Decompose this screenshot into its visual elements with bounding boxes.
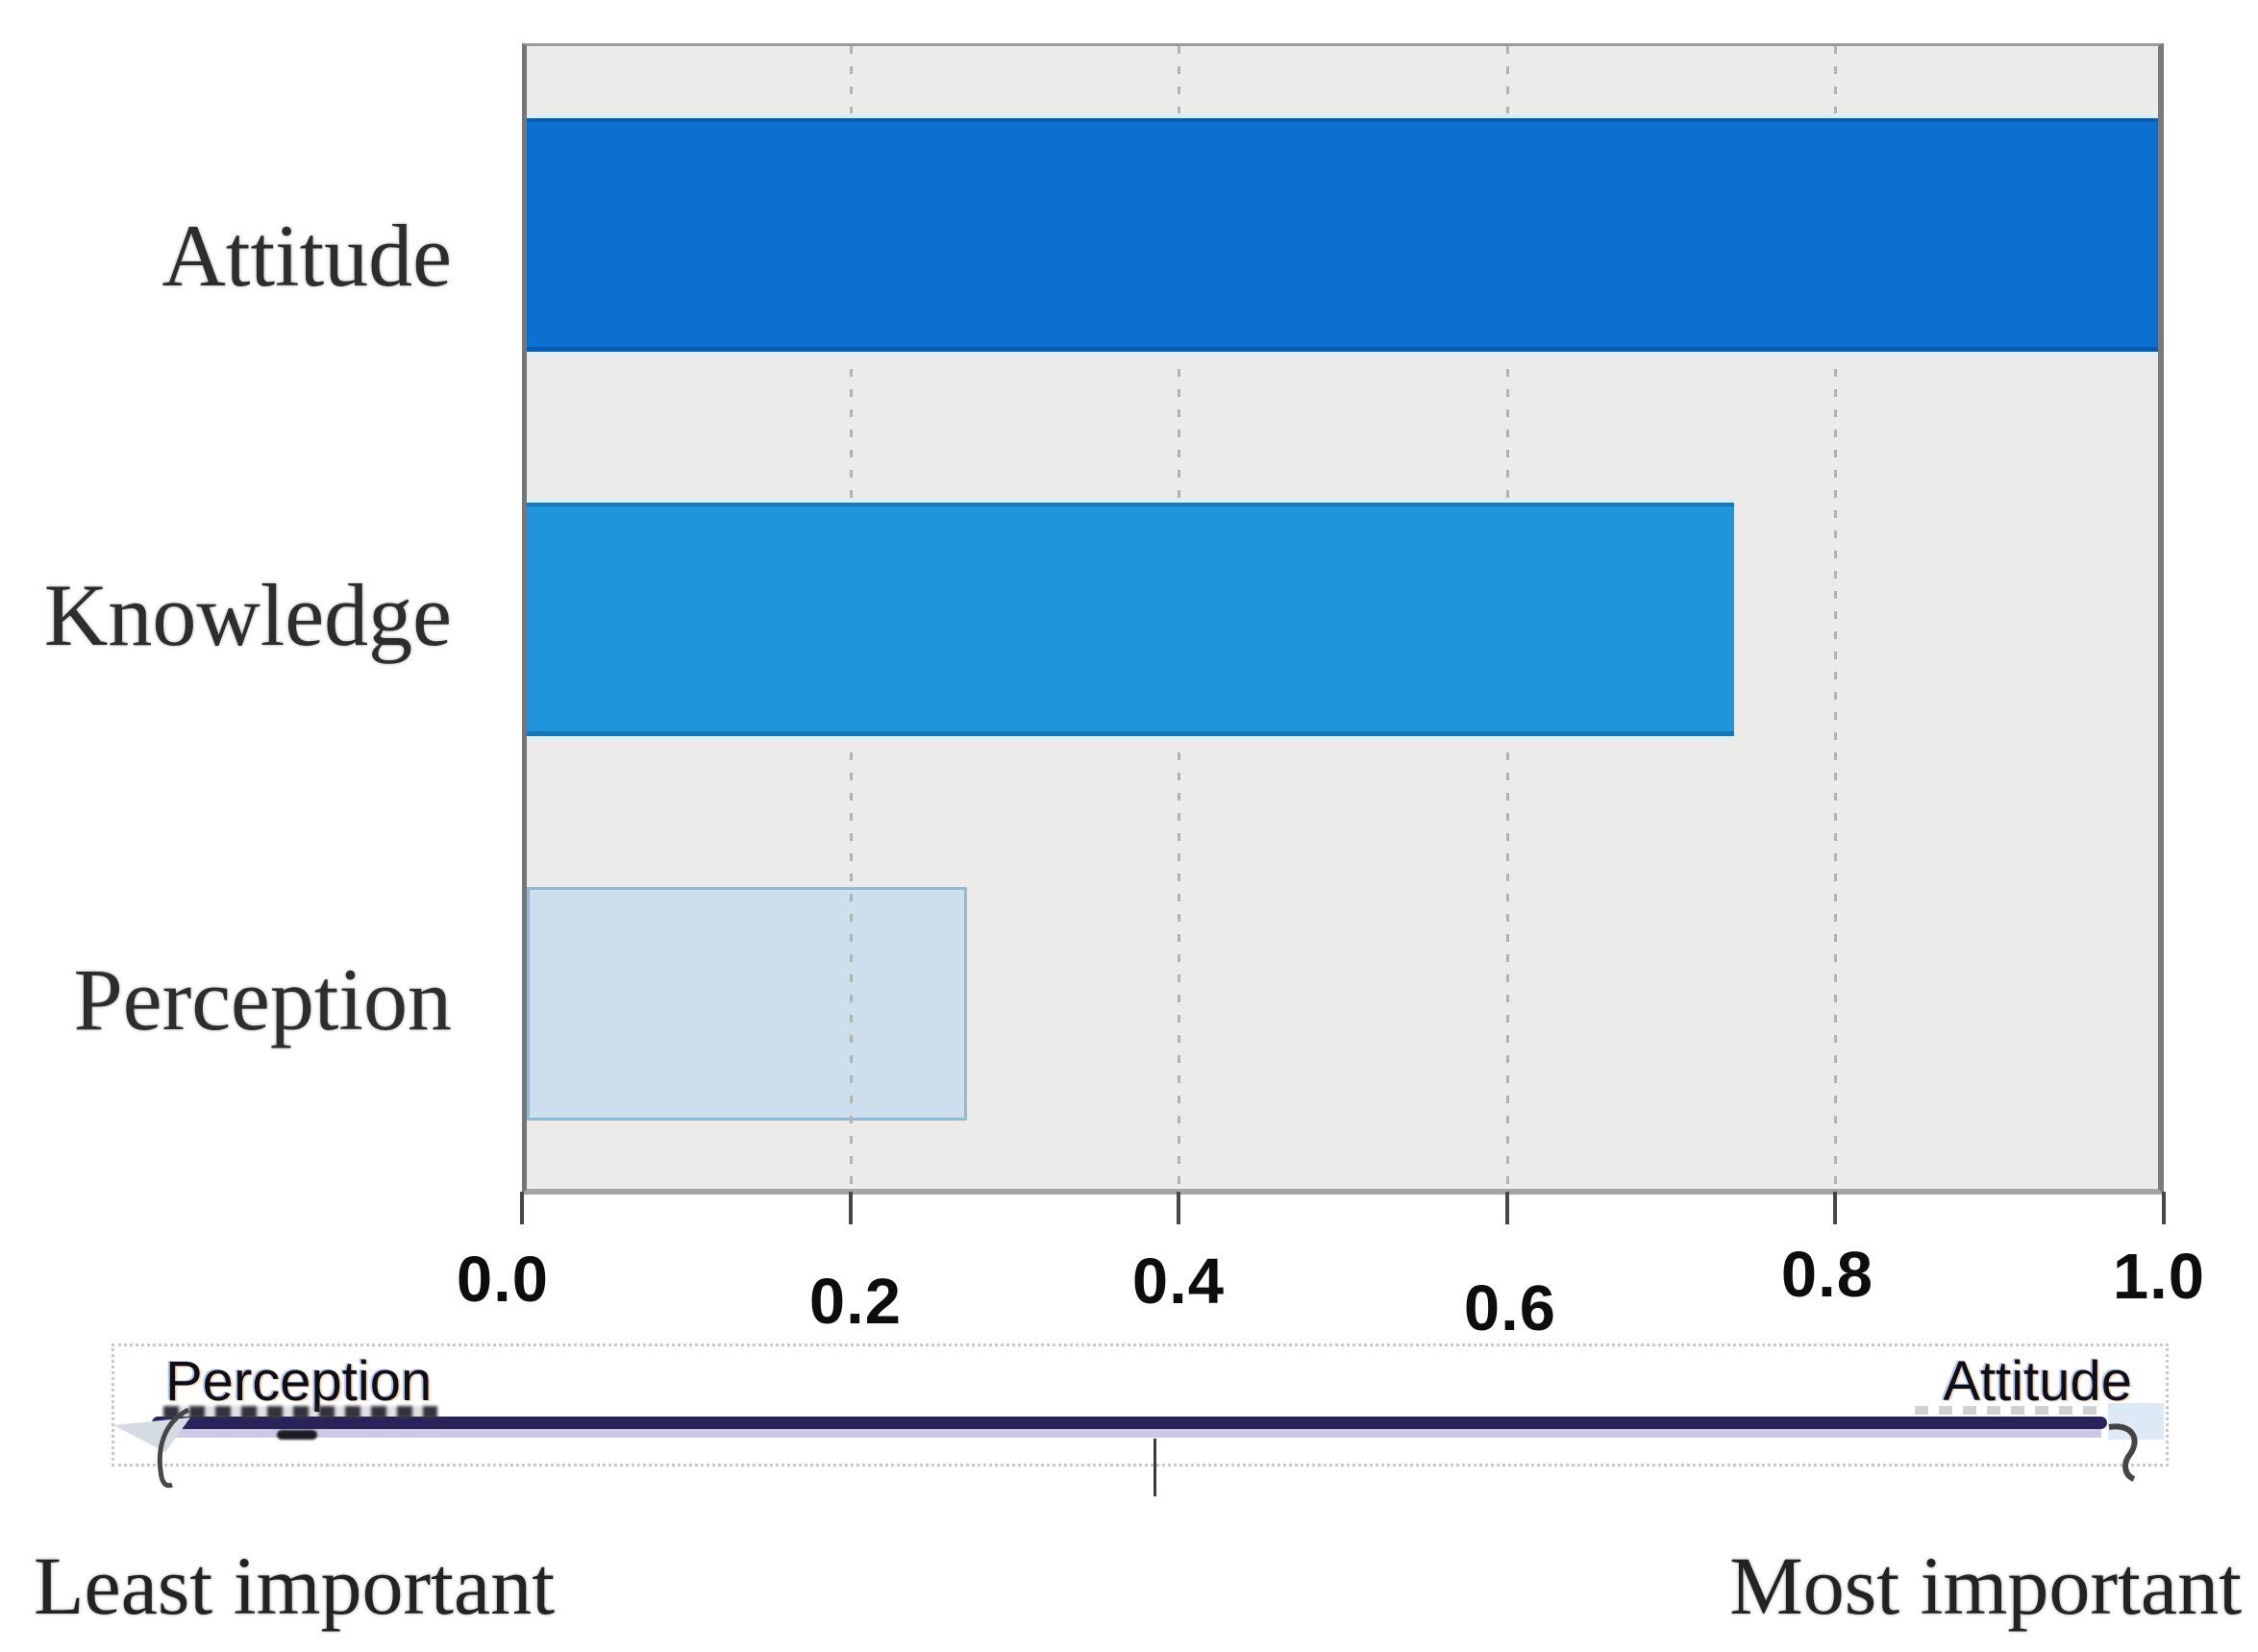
category-label-attitude: Attitude [161, 207, 452, 305]
slider-right-pale-patch [2108, 1403, 2164, 1440]
x-tick-label-0.0: 0.0 [456, 1244, 550, 1316]
least-important-label: Least important [34, 1540, 556, 1632]
x-tick-0.8 [1833, 1192, 1837, 1224]
x-tick-label-0.6: 0.6 [1463, 1272, 1557, 1344]
gridline-0.8 [1834, 46, 1837, 1192]
slider-right-smudge [1915, 1406, 2103, 1415]
slider-left-handle-icon[interactable] [106, 1398, 211, 1490]
most-important-label: Most important [1729, 1540, 2242, 1632]
category-label-knowledge: Knowledge [43, 566, 452, 664]
x-tick-label-0.4: 0.4 [1131, 1245, 1226, 1318]
x-tick-0.6 [1505, 1192, 1509, 1224]
x-tick-label-0.8: 0.8 [1780, 1239, 1874, 1311]
slider-track-glow [156, 1429, 2101, 1438]
category-label-perception: Perception [73, 950, 452, 1048]
x-tick-1.0 [2162, 1192, 2166, 1224]
slider-left-smudge [163, 1406, 437, 1418]
slider-track-line[interactable] [152, 1417, 2107, 1429]
x-tick-0.4 [1177, 1192, 1180, 1224]
importance-slider-box [112, 1344, 2169, 1467]
slider-right-handle-icon[interactable] [2103, 1398, 2180, 1490]
bar-attitude [527, 118, 2158, 352]
slider-left-label: Perception [165, 1350, 433, 1413]
slider-center-tick [1154, 1439, 1156, 1496]
slider-smudge-blob [277, 1430, 317, 1440]
bar-perception [527, 887, 967, 1121]
x-tick-0.2 [849, 1192, 853, 1224]
slider-right-label: Attitude [1943, 1350, 2132, 1413]
bar-knowledge [527, 503, 1734, 736]
x-tick-0.0 [520, 1192, 524, 1224]
x-tick-label-0.2: 0.2 [808, 1266, 903, 1338]
x-tick-label-1.0: 1.0 [2112, 1241, 2206, 1313]
